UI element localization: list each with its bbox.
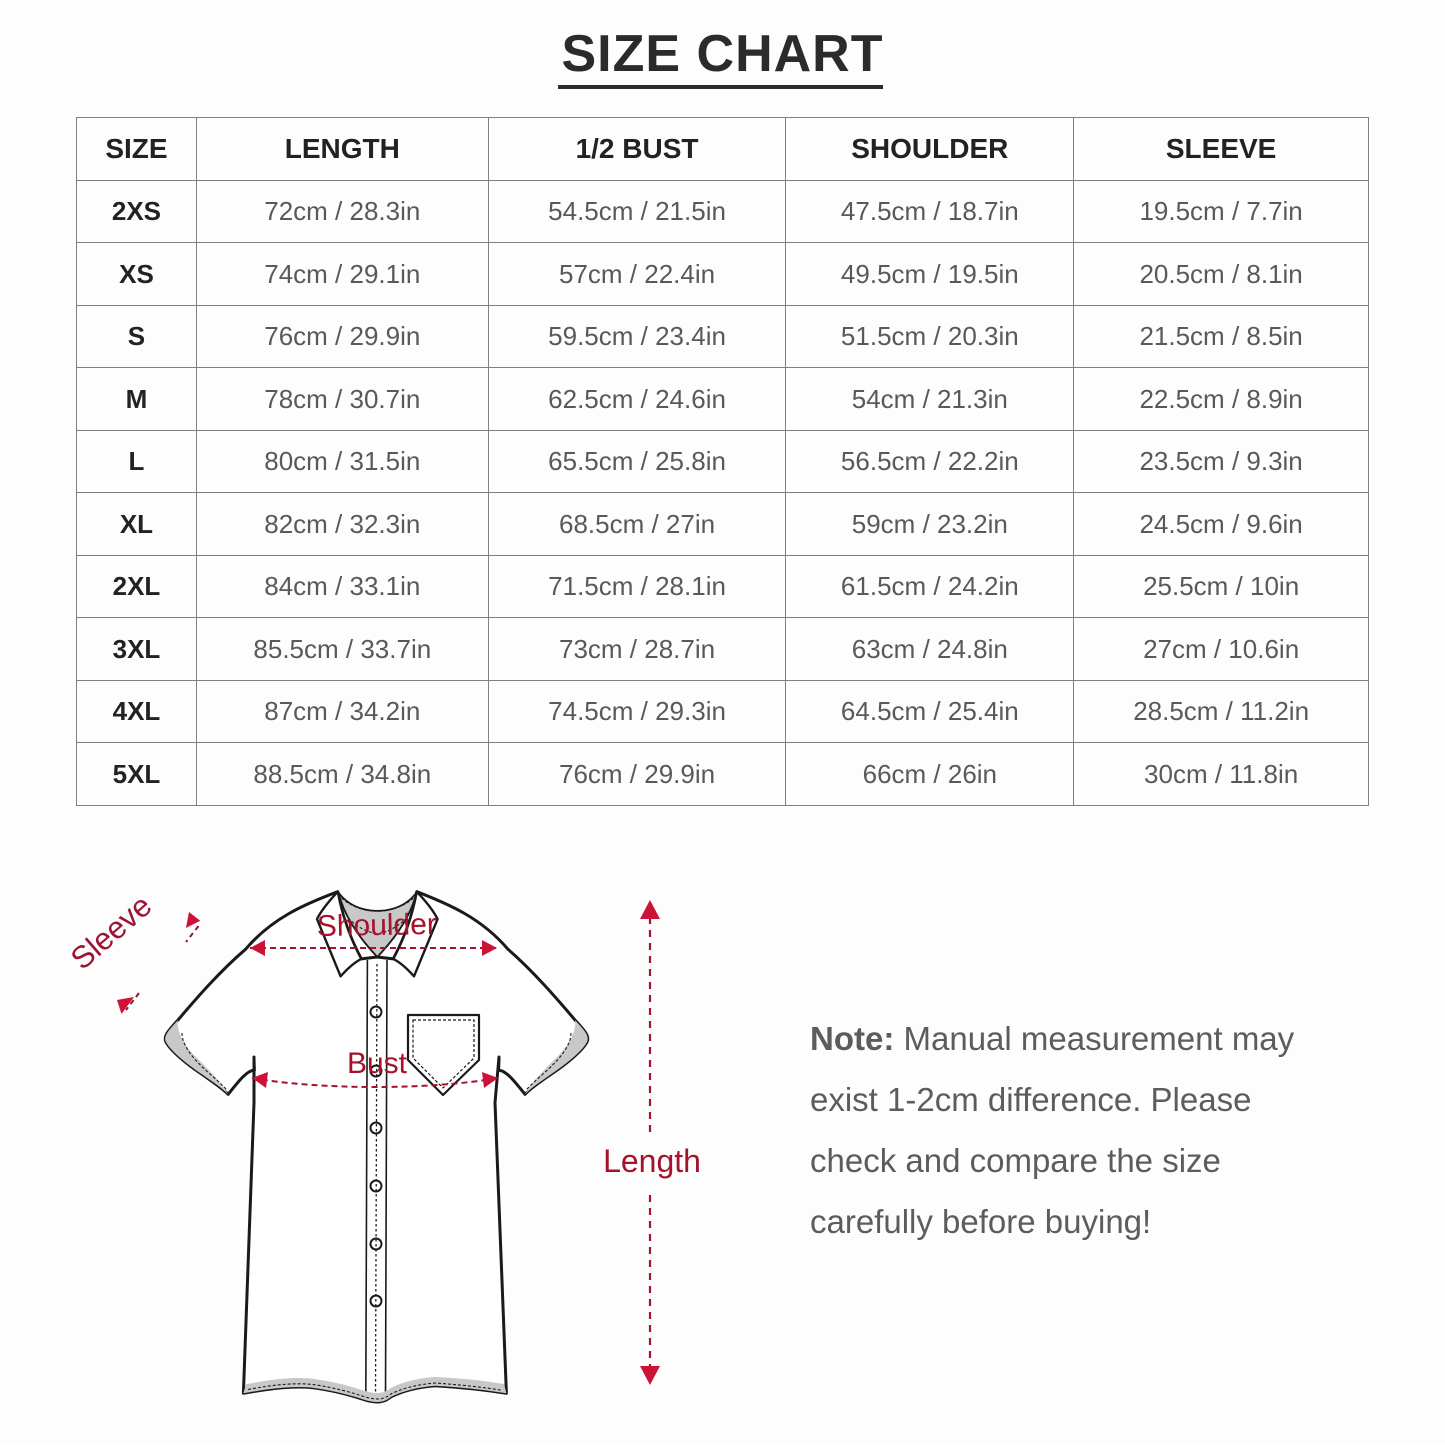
svg-text:Shoulder: Shoulder: [317, 908, 438, 943]
svg-text:Sleeve: Sleeve: [64, 888, 159, 977]
svg-text:Length: Length: [603, 1143, 701, 1179]
svg-text:Bust: Bust: [347, 1047, 408, 1080]
